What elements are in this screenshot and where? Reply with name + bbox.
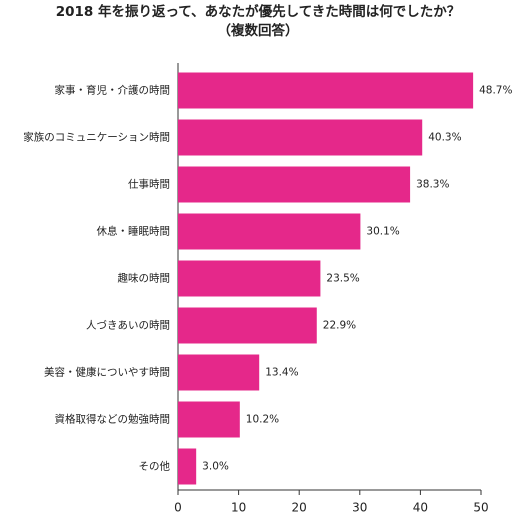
category-label: 休息・睡眠時間 bbox=[97, 225, 171, 238]
value-label: 13.4% bbox=[265, 367, 298, 379]
bar bbox=[178, 72, 474, 109]
category-label: 趣味の時間 bbox=[118, 272, 171, 285]
category-label: その他 bbox=[139, 460, 171, 473]
value-label: 40.3% bbox=[428, 132, 461, 144]
category-label: 美容・健康についやす時間 bbox=[44, 366, 170, 379]
x-tick-label: 10 bbox=[231, 501, 246, 515]
x-tick-label: 0 bbox=[174, 501, 182, 515]
bar bbox=[178, 401, 240, 438]
value-label: 38.3% bbox=[416, 179, 449, 191]
x-tick-label: 40 bbox=[413, 501, 428, 515]
bar bbox=[178, 166, 411, 203]
value-label: 48.7% bbox=[479, 85, 512, 97]
category-label: 家事・育児・介護の時間 bbox=[55, 84, 171, 97]
value-label: 10.2% bbox=[246, 414, 279, 426]
category-label: 人づきあいの時間 bbox=[86, 320, 170, 332]
value-label: 3.0% bbox=[202, 461, 229, 473]
bar bbox=[178, 260, 321, 297]
bar bbox=[178, 307, 317, 344]
category-label: 資格取得などの勉強時間 bbox=[55, 413, 171, 426]
category-label: 仕事時間 bbox=[128, 178, 170, 191]
category-label: 家族のコミュニケーション時間 bbox=[23, 131, 170, 144]
chart-subtitle: （複数回答） bbox=[218, 22, 299, 39]
x-tick-label: 20 bbox=[292, 501, 307, 515]
x-tick-label: 50 bbox=[473, 501, 488, 515]
value-label: 23.5% bbox=[326, 273, 359, 285]
bar bbox=[178, 213, 361, 250]
bar bbox=[178, 448, 197, 485]
chart-title: 2018 年を振り返って、あなたが優先してきた時間は何でしたか？ bbox=[56, 3, 461, 20]
x-tick-label: 30 bbox=[352, 501, 367, 515]
value-label: 22.9% bbox=[323, 320, 356, 332]
value-label: 30.1% bbox=[366, 226, 399, 238]
bar bbox=[178, 119, 423, 156]
bar bbox=[178, 354, 260, 391]
